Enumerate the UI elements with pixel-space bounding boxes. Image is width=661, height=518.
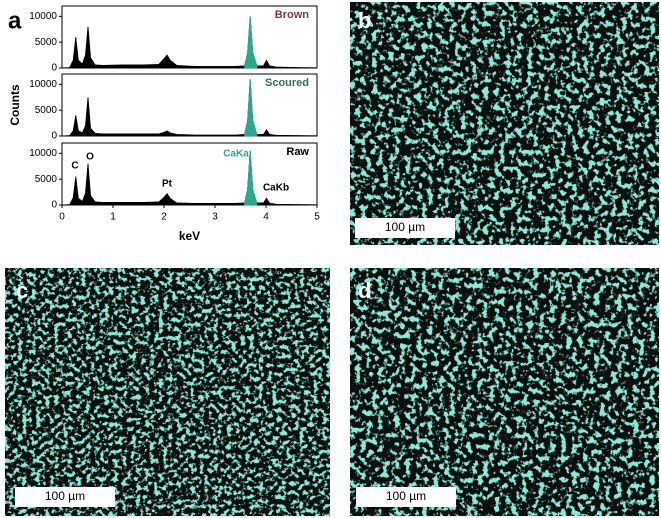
spectrum-area: [244, 150, 258, 206]
x-tick-label: 4: [263, 212, 269, 223]
y-tick-label: 10000: [29, 79, 57, 90]
spectrum-area: [61, 79, 318, 137]
x-tick-label: 2: [161, 212, 167, 223]
spectrum-area: [244, 16, 258, 69]
x-tick-label: 0: [59, 212, 65, 223]
panel-label: a: [8, 7, 22, 34]
panel-label: c: [16, 278, 28, 303]
scale-bar: [356, 487, 456, 507]
panel-label: d: [358, 278, 371, 303]
scale-bar-label: 100 µm: [45, 489, 85, 503]
y-tick-label: 0: [51, 131, 57, 142]
scale-bar-label: 100 µm: [386, 489, 426, 503]
panel-label: b: [358, 8, 371, 33]
x-tick-label: 5: [314, 212, 320, 223]
map-c-signal: [5, 268, 330, 516]
spectrum-area: [61, 150, 318, 206]
y-tick-label: 5000: [35, 105, 58, 116]
map-b-signal: [350, 2, 659, 245]
peak-label: CaKb: [263, 183, 289, 194]
peak-label: O: [86, 152, 94, 163]
spectrum-area: [244, 79, 258, 137]
y-tick-label: 5000: [35, 174, 58, 185]
peak-label: CaKa: [223, 149, 249, 160]
y-tick-label: 0: [51, 200, 57, 211]
scale-bar: [355, 218, 455, 238]
x-tick-label: 3: [212, 212, 218, 223]
y-tick-label: 10000: [29, 148, 57, 159]
scale-bar-label: 100 µm: [385, 220, 425, 234]
peak-label: Pt: [162, 179, 173, 190]
y-axis-label: Counts: [8, 84, 22, 126]
maps: 100 µm 100 µm 100 µm a b c d: [5, 2, 659, 516]
scale-bar: [15, 487, 115, 507]
peak-label: C: [71, 161, 78, 172]
spectrum-area: [61, 16, 318, 69]
y-tick-label: 5000: [35, 37, 58, 48]
map-d-signal: [350, 268, 659, 516]
x-tick-label: 1: [110, 212, 116, 223]
spectrum-title: Raw: [286, 146, 309, 158]
y-tick-label: 10000: [29, 11, 57, 22]
x-axis-label: keV: [179, 229, 200, 243]
y-tick-label: 0: [51, 63, 57, 74]
plot-frame: [61, 142, 318, 206]
spectrum-title: Scoured: [265, 77, 309, 89]
spectrum-title: Brown: [275, 9, 310, 21]
